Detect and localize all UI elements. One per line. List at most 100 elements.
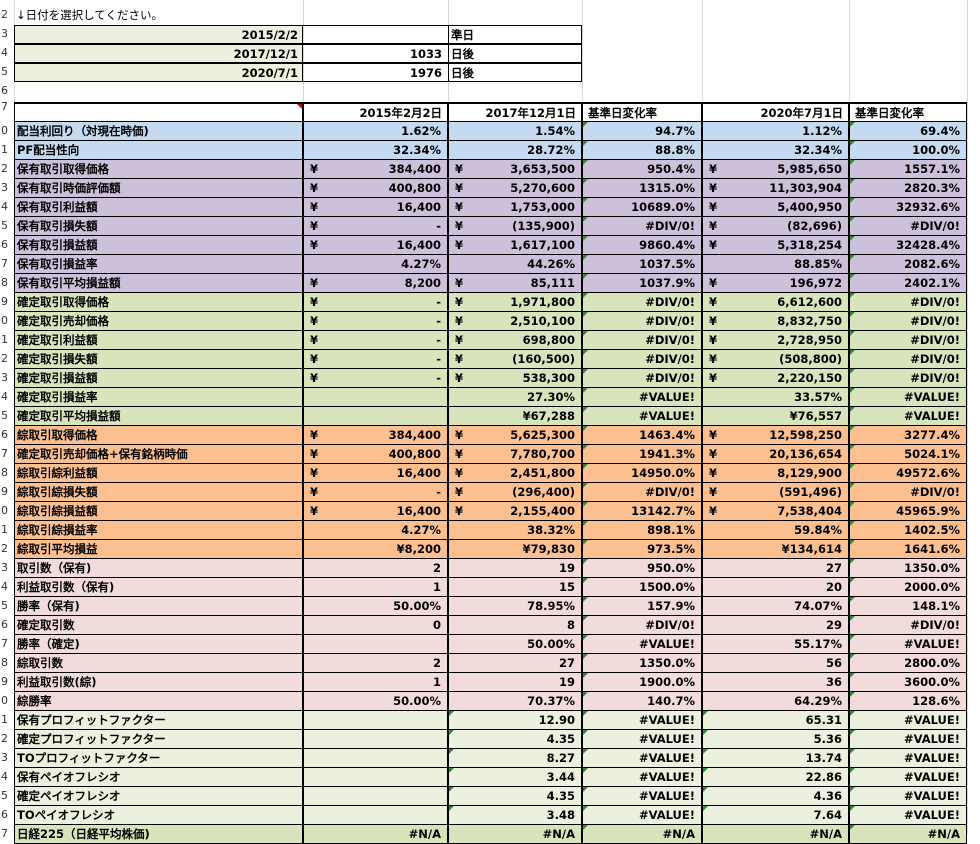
value-cell-e[interactable]: ¥ (160,500) — [448, 350, 582, 369]
value-cell-e[interactable]: ¥7,780,700 — [448, 445, 582, 464]
value-cell-i[interactable]: 2800.0% — [849, 654, 967, 673]
row-number[interactable]: 1 — [1, 713, 8, 726]
value-cell-e[interactable]: 15 — [448, 578, 582, 597]
row-label[interactable]: 利益取引数（保有) — [14, 578, 303, 597]
value-cell-f[interactable]: 1463.4% — [582, 426, 702, 445]
row-label[interactable]: 確定取引平均損益額 — [14, 407, 303, 426]
value-cell-h[interactable]: 59.84% — [702, 521, 849, 540]
value-cell-i[interactable]: 1350.0% — [849, 559, 967, 578]
value-cell-f[interactable]: #DIV/0! — [582, 217, 702, 236]
row-number[interactable]: 0 — [1, 694, 8, 707]
value-cell-c[interactable]: ¥400,800 — [303, 179, 448, 198]
value-cell-c[interactable]: 50.00% — [303, 692, 448, 711]
value-cell-h[interactable]: 56 — [702, 654, 849, 673]
row-number[interactable]: 2 — [1, 352, 8, 365]
row-number[interactable]: 2 — [1, 732, 8, 745]
value-cell-f[interactable]: #VALUE! — [582, 388, 702, 407]
value-cell-h[interactable]: ¥8,832,750 — [702, 312, 849, 331]
value-cell-i[interactable]: 69.4% — [849, 122, 967, 141]
value-cell-f[interactable]: 1941.3% — [582, 445, 702, 464]
row-number[interactable]: 8 — [1, 656, 8, 669]
value-cell-f[interactable]: #VALUE! — [582, 787, 702, 806]
value-cell-c[interactable]: ¥ - — [303, 350, 448, 369]
value-cell-c[interactable]: ¥16,400 — [303, 198, 448, 217]
value-cell-e[interactable]: #N/A — [448, 825, 582, 844]
value-cell-e[interactable]: ¥1,753,000 — [448, 198, 582, 217]
value-cell-e[interactable]: 3.44 — [448, 768, 582, 787]
row-number[interactable]: 7 — [1, 257, 8, 270]
row-label[interactable]: 綜取引綜損失額 — [14, 483, 303, 502]
value-cell-i[interactable]: #VALUE! — [849, 407, 967, 426]
value-cell-c[interactable] — [303, 635, 448, 654]
value-cell-f[interactable]: 10689.0% — [582, 198, 702, 217]
row-label[interactable]: 綜取引平均損益 — [14, 540, 303, 559]
row-label[interactable]: 保有取引損失額 — [14, 217, 303, 236]
value-cell-c[interactable]: 2 — [303, 559, 448, 578]
value-cell-i[interactable]: #VALUE! — [849, 711, 967, 730]
value-cell-h[interactable]: 20 — [702, 578, 849, 597]
row-number[interactable]: 5 — [1, 65, 8, 78]
value-cell-e[interactable]: ¥3,653,500 — [448, 160, 582, 179]
row-number[interactable]: 7 — [1, 637, 8, 650]
row-number[interactable]: 5 — [1, 789, 8, 802]
row-label[interactable]: 確定プロフィットファクター — [14, 730, 303, 749]
value-cell-e[interactable]: ¥67,288 — [448, 407, 582, 426]
value-cell-i[interactable]: #VALUE! — [849, 730, 967, 749]
value-cell-c[interactable]: 4.27% — [303, 521, 448, 540]
value-cell-f[interactable]: #VALUE! — [582, 635, 702, 654]
row-label[interactable]: 確定取引利益額 — [14, 331, 303, 350]
row-label[interactable]: 保有取引取得価格 — [14, 160, 303, 179]
value-cell-h[interactable]: 36 — [702, 673, 849, 692]
value-cell-e[interactable]: ¥1,617,100 — [448, 236, 582, 255]
row-label[interactable]: 勝率（保有) — [14, 597, 303, 616]
value-cell-e[interactable]: ¥698,800 — [448, 331, 582, 350]
value-cell-c[interactable]: 4.27% — [303, 255, 448, 274]
row-number[interactable]: 2 — [1, 542, 8, 555]
value-cell-c[interactable]: ¥384,400 — [303, 160, 448, 179]
row-number[interactable]: 1 — [1, 333, 8, 346]
value-cell-c[interactable] — [303, 388, 448, 407]
row-number[interactable]: 8 — [1, 466, 8, 479]
row-label[interactable]: 確定取引数 — [14, 616, 303, 635]
value-cell-i[interactable]: #VALUE! — [849, 806, 967, 825]
value-cell-f[interactable]: 140.7% — [582, 692, 702, 711]
value-cell-c[interactable] — [303, 768, 448, 787]
value-cell-i[interactable]: 1557.1% — [849, 160, 967, 179]
value-cell-c[interactable] — [303, 749, 448, 768]
row-number[interactable]: 3 — [1, 27, 8, 40]
value-cell-f[interactable]: 94.7% — [582, 122, 702, 141]
value-cell-f[interactable]: #DIV/0! — [582, 350, 702, 369]
value-cell-h[interactable]: ¥5,318,254 — [702, 236, 849, 255]
value-cell-h[interactable]: 5.36 — [702, 730, 849, 749]
value-cell-i[interactable]: #DIV/0! — [849, 483, 967, 502]
value-cell-e[interactable]: 1.54% — [448, 122, 582, 141]
value-cell-i[interactable]: 45965.9% — [849, 502, 967, 521]
value-cell-e[interactable]: ¥ (135,900) — [448, 217, 582, 236]
row-label[interactable]: 綜勝率 — [14, 692, 303, 711]
row-number[interactable]: 4 — [1, 200, 8, 213]
row-label[interactable]: 配当利回り（対現在時価) — [14, 122, 303, 141]
value-cell-i[interactable]: #N/A — [849, 825, 967, 844]
row-label[interactable]: 保有プロフィットファクター — [14, 711, 303, 730]
row-label[interactable]: 取引数（保有) — [14, 559, 303, 578]
value-cell-i[interactable]: 32932.6% — [849, 198, 967, 217]
value-cell-h[interactable]: ¥6,612,600 — [702, 293, 849, 312]
row-number[interactable]: 9 — [1, 295, 8, 308]
value-cell-i[interactable]: 2402.1% — [849, 274, 967, 293]
row-number[interactable]: 4 — [1, 46, 8, 59]
value-cell-e[interactable]: ¥2,155,400 — [448, 502, 582, 521]
row-number[interactable]: 0 — [1, 314, 8, 327]
value-cell-c[interactable]: ¥ - — [303, 483, 448, 502]
value-cell-f[interactable]: #VALUE! — [582, 806, 702, 825]
row-number[interactable]: 0 — [1, 124, 8, 137]
row-number[interactable]: 5 — [1, 599, 8, 612]
value-cell-c[interactable]: ¥ - — [303, 312, 448, 331]
value-cell-i[interactable]: #DIV/0! — [849, 217, 967, 236]
row-label[interactable]: TOプロフィットファクター — [14, 749, 303, 768]
value-cell-i[interactable]: #VALUE! — [849, 787, 967, 806]
value-cell-i[interactable]: 128.6% — [849, 692, 967, 711]
value-cell-h[interactable]: ¥8,129,900 — [702, 464, 849, 483]
value-cell-f[interactable]: 950.0% — [582, 559, 702, 578]
row-number[interactable]: 6 — [1, 238, 8, 251]
row-number[interactable]: 6 — [1, 428, 8, 441]
